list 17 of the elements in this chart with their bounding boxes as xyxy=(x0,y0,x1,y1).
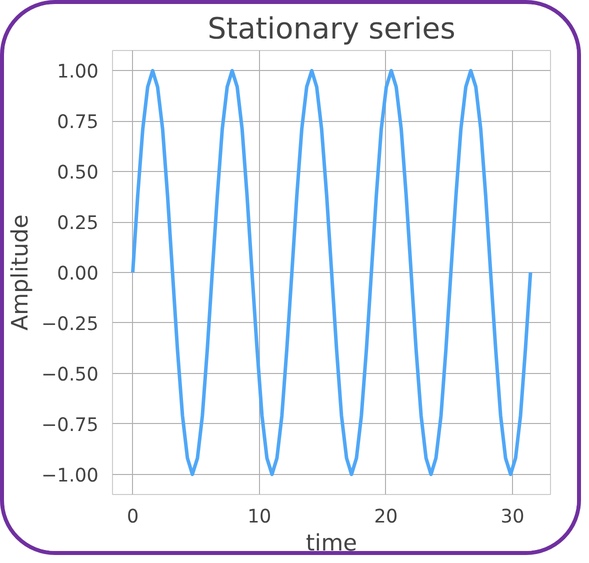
y-tick-label: −0.75 xyxy=(41,414,98,436)
x-tick-label: 30 xyxy=(500,506,524,528)
y-tick-label: −0.50 xyxy=(41,364,98,386)
chart-title: Stationary series xyxy=(208,12,456,46)
y-tick-label: 1.00 xyxy=(56,62,99,83)
x-tick-label: 20 xyxy=(374,506,398,528)
y-tick-label: 0.25 xyxy=(56,213,99,234)
y-tick-label: 0.50 xyxy=(56,162,99,184)
y-tick-label: 0.75 xyxy=(56,112,99,134)
x-tick-label: 0 xyxy=(126,506,139,528)
x-axis-title: time xyxy=(306,530,358,556)
y-axis-title: Amplitude xyxy=(7,214,34,331)
y-tick-label: −1.00 xyxy=(41,465,98,486)
x-tick-label: 10 xyxy=(247,506,272,528)
line-series xyxy=(131,68,532,476)
y-tick-label: −0.25 xyxy=(41,314,98,335)
y-tick-label: 0.00 xyxy=(56,264,99,284)
